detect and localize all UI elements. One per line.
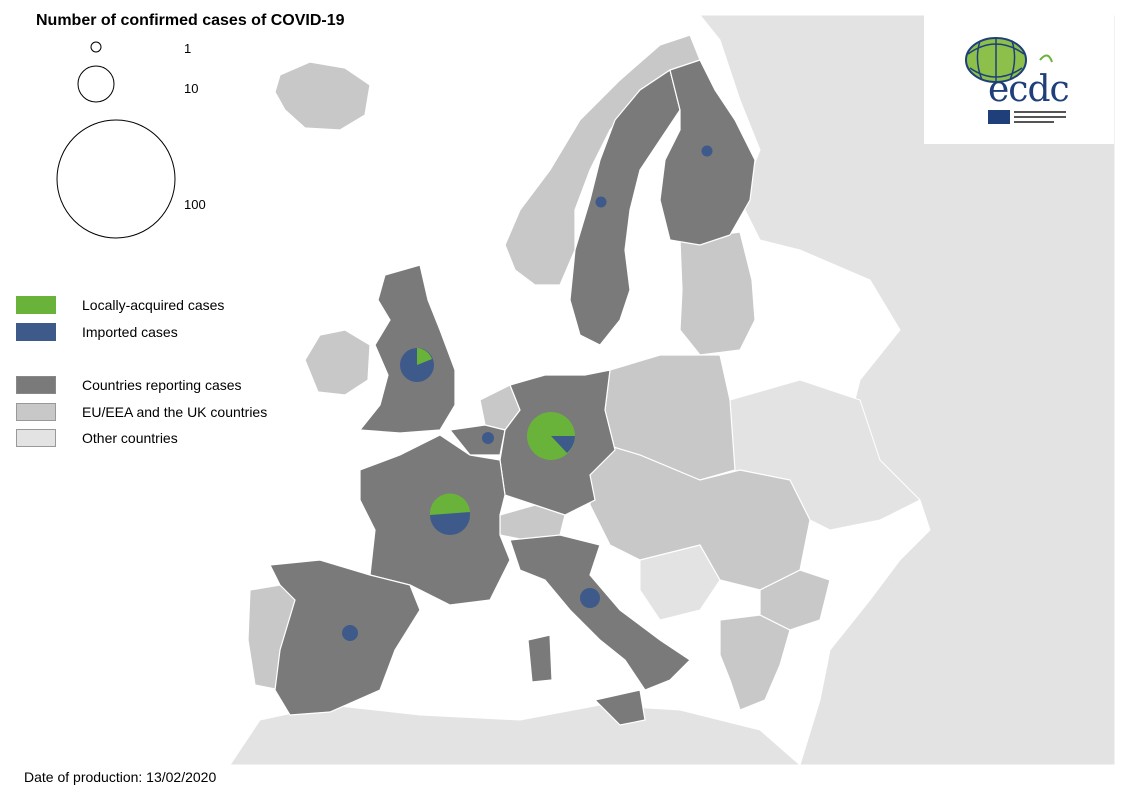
spain-cases-marker [342, 625, 358, 641]
legend-label: Imported cases [82, 324, 178, 340]
legend-other-countries: Other countries [16, 429, 376, 449]
germany-cases-marker [527, 412, 575, 460]
legend-label: EU/EEA and the UK countries [82, 404, 268, 420]
sweden-cases-marker [595, 196, 607, 208]
size-legend-circle-10 [77, 65, 115, 103]
reporting-countries-swatch [16, 376, 56, 394]
sardinia [527, 634, 553, 683]
eu-eea-countries-swatch [16, 403, 56, 421]
sicily [593, 689, 646, 726]
ecdc-globe-icon [965, 37, 1066, 124]
sweden [569, 69, 681, 346]
legend-local-cases: Locally-acquired cases [16, 296, 376, 316]
iceland [274, 61, 371, 131]
legend-label: Locally-acquired cases [82, 297, 225, 313]
legend-label: Countries reporting cases [82, 377, 242, 393]
belgium-cases-marker [482, 432, 494, 444]
italy-cases-marker [580, 588, 600, 608]
eu-eea-countries-layer [247, 34, 831, 711]
legend-eu-eea-countries: EU/EEA and the UK countries [16, 403, 376, 423]
size-legend-label-100: 100 [184, 197, 206, 212]
size-legend [56, 41, 176, 239]
size-legend-label-1: 1 [184, 41, 192, 56]
france-cases-marker [429, 493, 470, 535]
legend-reporting-countries: Countries reporting cases [16, 376, 376, 396]
local-cases-swatch [16, 296, 56, 314]
united-kingdom [358, 264, 456, 434]
greece [719, 614, 791, 711]
uk-cases-marker [400, 348, 434, 382]
bulgaria-romania [759, 569, 831, 631]
map-title: Number of confirmed cases of COVID-19 [36, 12, 345, 29]
ireland [304, 329, 371, 396]
case-markers [342, 145, 713, 641]
finland-cases-marker [701, 145, 713, 157]
ecdc-logo: ecdc [924, 14, 1114, 144]
ecdc-wordmark: ecdc [988, 69, 1070, 110]
italy [509, 534, 691, 691]
legend-label: Other countries [82, 430, 178, 446]
other-countries-swatch [16, 429, 56, 447]
size-legend-circle-100 [56, 119, 176, 239]
north-africa-region [229, 704, 802, 766]
imported-cases-swatch [16, 323, 56, 341]
size-legend-circle-1 [90, 41, 102, 53]
size-legend-label-10: 10 [184, 81, 199, 96]
baltics [679, 231, 756, 356]
production-date: Date of production: 13/02/2020 [24, 769, 217, 785]
legend-imported-cases: Imported cases [16, 323, 376, 343]
